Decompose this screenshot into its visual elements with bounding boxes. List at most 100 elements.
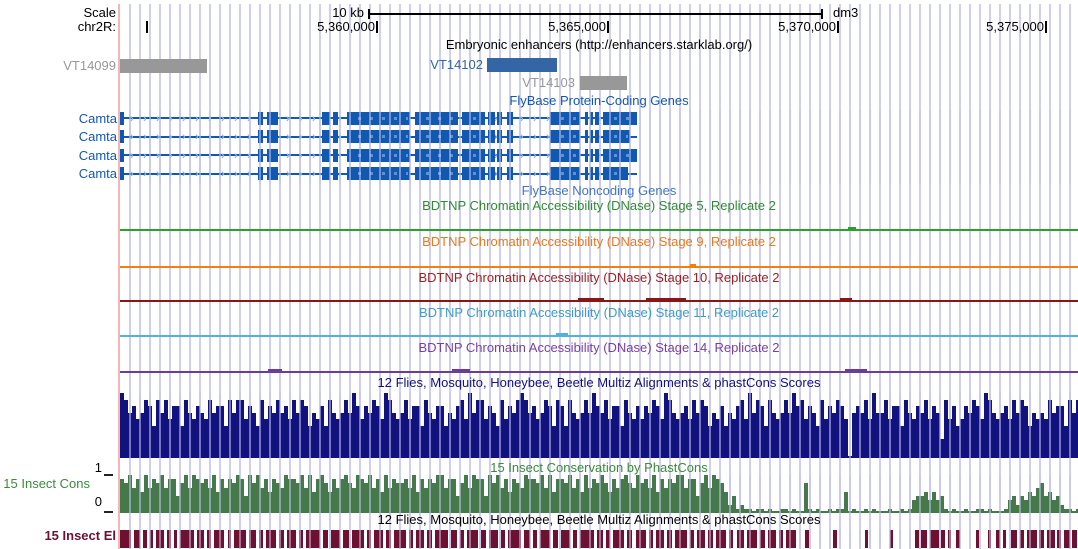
- conserved-element-block[interactable]: [150, 530, 153, 548]
- exon-block[interactable]: [267, 148, 278, 162]
- conserved-element-block[interactable]: [580, 530, 594, 548]
- conserved-element-block[interactable]: [460, 530, 464, 548]
- exon-block[interactable]: [603, 130, 630, 143]
- conserved-element-block[interactable]: [435, 530, 448, 548]
- enhancer-box[interactable]: [120, 59, 207, 73]
- exon-block[interactable]: [322, 167, 330, 180]
- exon-block[interactable]: [415, 130, 458, 143]
- exon-block[interactable]: [550, 167, 580, 180]
- conserved-element-block[interactable]: [501, 530, 505, 548]
- conserved-element-block[interactable]: [259, 530, 263, 548]
- exon-block[interactable]: [267, 130, 278, 143]
- exon-block[interactable]: [347, 130, 410, 143]
- conserved-element-block[interactable]: [636, 530, 646, 548]
- conserved-element-block[interactable]: [697, 530, 705, 548]
- exon-block[interactable]: [267, 167, 278, 180]
- conserved-element-block[interactable]: [467, 530, 478, 548]
- exon-block[interactable]: [595, 167, 599, 180]
- conserved-element-block[interactable]: [352, 530, 364, 548]
- conserved-element-block[interactable]: [760, 530, 765, 548]
- exon-block[interactable]: [347, 111, 410, 125]
- enhancer-box[interactable]: [580, 76, 627, 90]
- exon-block[interactable]: [322, 148, 330, 162]
- exon-block[interactable]: [550, 111, 580, 125]
- exon-block[interactable]: [333, 148, 338, 162]
- exon-block[interactable]: [590, 111, 593, 125]
- conserved-element-block[interactable]: [299, 530, 303, 548]
- conserved-element-block[interactable]: [613, 530, 624, 548]
- exon-block[interactable]: [550, 130, 580, 143]
- conserved-element-block[interactable]: [606, 530, 610, 548]
- conserved-element-block[interactable]: [323, 530, 328, 548]
- conserved-element-block[interactable]: [553, 530, 558, 548]
- conserved-element-block[interactable]: [930, 530, 939, 548]
- conserved-element-block[interactable]: [865, 530, 868, 548]
- exon-block[interactable]: [595, 111, 599, 125]
- conserved-element-block[interactable]: [540, 530, 550, 548]
- conserved-element-block[interactable]: [533, 530, 537, 548]
- exon-block[interactable]: [488, 167, 495, 180]
- exon-block[interactable]: [462, 167, 485, 180]
- conserved-element-block[interactable]: [996, 530, 1000, 548]
- exon-block[interactable]: [333, 111, 338, 125]
- conserved-element-block[interactable]: [941, 530, 945, 548]
- conserved-element-block[interactable]: [508, 530, 521, 548]
- conserved-element-block[interactable]: [890, 530, 893, 548]
- conserved-element-block[interactable]: [675, 530, 687, 548]
- exon-block[interactable]: [415, 148, 458, 162]
- exon-block[interactable]: [415, 111, 458, 125]
- conserved-element-block[interactable]: [180, 530, 194, 548]
- exon-block[interactable]: [603, 167, 628, 180]
- conserved-element-block[interactable]: [143, 530, 147, 548]
- conserved-element-block[interactable]: [343, 530, 349, 548]
- conserved-element-block[interactable]: [287, 530, 296, 548]
- conserved-element-block[interactable]: [573, 530, 577, 548]
- conserved-element-block[interactable]: [729, 530, 733, 548]
- conserved-element-block[interactable]: [956, 530, 960, 548]
- exon-block[interactable]: [120, 130, 124, 143]
- conserved-element-block[interactable]: [915, 530, 919, 548]
- exon-block[interactable]: [585, 111, 588, 125]
- exon-block[interactable]: [585, 167, 588, 180]
- conserved-element-block[interactable]: [1072, 530, 1077, 548]
- conserved-element-block[interactable]: [1027, 530, 1037, 548]
- conserved-element-block[interactable]: [1039, 530, 1044, 548]
- conserved-element-block[interactable]: [833, 530, 837, 548]
- conserved-element-block[interactable]: [649, 530, 653, 548]
- exon-block[interactable]: [347, 148, 410, 162]
- exon-block[interactable]: [120, 148, 124, 162]
- exon-block[interactable]: [585, 148, 588, 162]
- conserved-element-block[interactable]: [451, 530, 457, 548]
- conserved-element-block[interactable]: [690, 530, 694, 548]
- exon-block[interactable]: [120, 167, 124, 180]
- conserved-element-block[interactable]: [249, 530, 256, 548]
- conserved-element-block[interactable]: [409, 530, 413, 548]
- conserved-element-block[interactable]: [747, 530, 757, 548]
- conserved-element-block[interactable]: [174, 530, 177, 548]
- conserved-element-block[interactable]: [1011, 530, 1017, 548]
- exon-block[interactable]: [462, 130, 485, 143]
- exon-block[interactable]: [333, 167, 338, 180]
- conserved-element-block[interactable]: [768, 530, 776, 548]
- conserved-element-block[interactable]: [805, 530, 809, 548]
- conserved-element-block[interactable]: [716, 530, 726, 548]
- enhancer-box[interactable]: [487, 58, 557, 72]
- conserved-element-block[interactable]: [374, 530, 383, 548]
- exon-block[interactable]: [322, 130, 330, 143]
- conserved-element-block[interactable]: [386, 530, 391, 548]
- exon-block[interactable]: [462, 148, 485, 162]
- exon-block[interactable]: [595, 130, 599, 143]
- elements-left-label[interactable]: 15 Insect El: [44, 528, 116, 543]
- exon-block[interactable]: [590, 148, 593, 162]
- conserved-element-block[interactable]: [1020, 530, 1024, 548]
- exon-block[interactable]: [550, 148, 580, 162]
- exon-block[interactable]: [120, 111, 124, 125]
- conserved-element-block[interactable]: [561, 530, 570, 548]
- exon-block[interactable]: [322, 111, 330, 125]
- exon-block[interactable]: [595, 148, 599, 162]
- exon-block[interactable]: [462, 111, 485, 125]
- conserved-element-block[interactable]: [524, 530, 530, 548]
- conserved-element-block[interactable]: [786, 530, 796, 548]
- exon-block[interactable]: [590, 130, 593, 143]
- conserved-element-block[interactable]: [134, 530, 140, 548]
